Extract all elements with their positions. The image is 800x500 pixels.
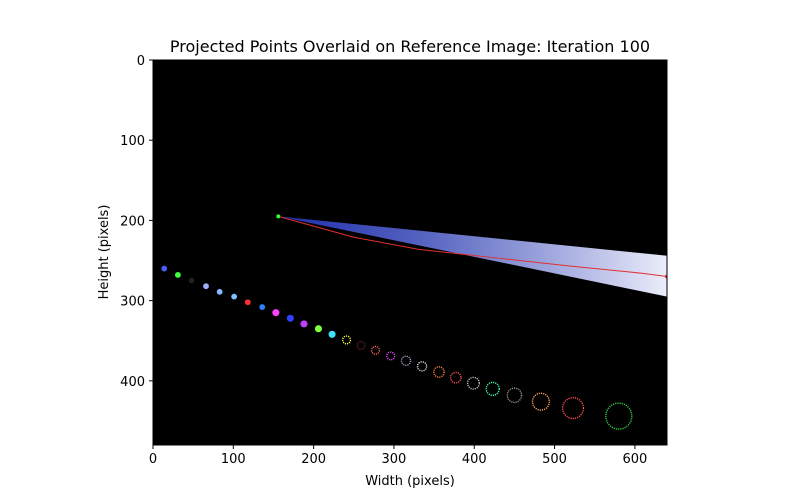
x-axis-ticks: 0 100 200 300 400 500 600	[149, 445, 647, 467]
projected-point	[314, 325, 322, 333]
plot-frame	[152, 59, 668, 446]
projected-point	[259, 304, 266, 310]
projected-point	[174, 272, 181, 278]
projected-point	[328, 330, 336, 338]
projected-point	[161, 265, 168, 272]
x-tick-label: 300	[382, 452, 407, 467]
reference-start-point	[276, 214, 281, 219]
projected-point	[433, 366, 445, 378]
projected-point	[341, 335, 352, 345]
plot-layer	[161, 214, 667, 430]
projected-point	[244, 299, 251, 306]
chart-title: Projected Points Overlaid on Reference I…	[170, 37, 650, 56]
y-tick-label: 400	[120, 375, 145, 390]
reference-line	[278, 215, 667, 278]
y-tick-label: 0	[137, 54, 145, 69]
projected-point	[188, 277, 195, 284]
x-tick-label: 400	[462, 452, 487, 467]
projected-point	[605, 402, 633, 430]
projected-point	[203, 283, 209, 290]
projected-point	[400, 355, 412, 367]
projected-point	[506, 387, 523, 404]
x-tick-label: 0	[149, 452, 157, 467]
projected-point	[272, 309, 280, 317]
y-tick-label: 300	[120, 295, 145, 310]
projected-point	[485, 381, 500, 397]
projected-point	[231, 293, 238, 300]
x-tick-label: 600	[622, 452, 647, 467]
x-axis-label: Width (pixels)	[365, 474, 455, 489]
y-axis-ticks: 0 100 200 300 400	[120, 54, 153, 390]
projected-point	[561, 397, 585, 420]
projected-point	[386, 351, 396, 361]
projected-point	[286, 314, 294, 322]
projected-point	[370, 345, 381, 355]
projected-point	[466, 376, 480, 390]
projected-point	[216, 288, 223, 295]
projected-point	[356, 340, 366, 351]
projected-point	[300, 320, 308, 328]
projected-point	[531, 392, 551, 411]
x-tick-label: 500	[542, 452, 567, 467]
projected-point	[449, 371, 462, 384]
uncertainty-beam	[278, 216, 667, 297]
x-tick-label: 200	[301, 452, 326, 467]
y-tick-label: 100	[120, 134, 145, 149]
x-tick-label: 100	[221, 452, 246, 467]
projected-point	[416, 361, 428, 372]
y-tick-label: 200	[120, 214, 145, 229]
y-axis-label: Height (pixels)	[97, 205, 112, 300]
